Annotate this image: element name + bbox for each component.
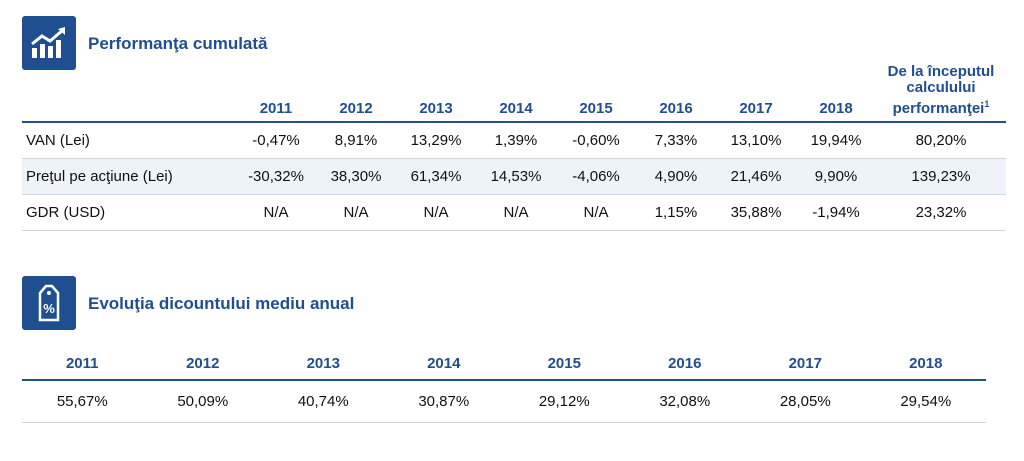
table-cell: 4,90% xyxy=(636,158,716,195)
table-cell: -4,06% xyxy=(556,158,636,195)
table-row: VAN (Lei) -0,47% 8,91% 13,29% 1,39% -0,6… xyxy=(22,122,1006,159)
annual-discount-title: Evoluţia dicountului mediu anual xyxy=(88,294,355,313)
table-cell: 38,30% xyxy=(316,158,396,195)
year-header: 2016 xyxy=(659,100,693,117)
table-cell: 50,09% xyxy=(142,380,263,423)
table-cell: 28,05% xyxy=(745,380,866,423)
table-cell: -1,94% xyxy=(796,194,876,231)
row-label-header xyxy=(22,64,236,122)
table-cell: N/A xyxy=(476,194,556,231)
year-header: 2014 xyxy=(499,100,533,117)
growth-chart-icon xyxy=(22,16,76,70)
table-cell: N/A xyxy=(316,194,396,231)
row-label: Preţul pe acţiune (Lei) xyxy=(22,158,236,195)
percent-tag-icon: % xyxy=(22,276,76,330)
year-header: 2015 xyxy=(547,355,581,372)
table-cell: 1,39% xyxy=(476,122,556,159)
table-cell: 7,33% xyxy=(636,122,716,159)
table-header-row: 2011 2012 2013 2014 2015 2016 2017 2018 xyxy=(22,348,986,380)
table-header-row: 2011 2012 2013 2014 2015 2016 2017 2018 … xyxy=(22,64,1006,122)
table-cell: -30,32% xyxy=(236,158,316,195)
table-cell: 35,88% xyxy=(716,194,796,231)
row-label: VAN (Lei) xyxy=(22,122,236,159)
year-header: 2017 xyxy=(739,100,773,117)
year-header: 2015 xyxy=(579,100,613,117)
table-cell: 19,94% xyxy=(796,122,876,159)
table-cell: 21,46% xyxy=(716,158,796,195)
cumulative-performance-table: 2011 2012 2013 2014 2015 2016 2017 2018 … xyxy=(22,64,1006,231)
year-header: 2013 xyxy=(419,100,453,117)
year-header: 2012 xyxy=(186,355,220,372)
annual-discount-table: 2011 2012 2013 2014 2015 2016 2017 2018 … xyxy=(22,348,986,423)
table-row: GDR (USD) N/A N/A N/A N/A N/A 1,15% 35,8… xyxy=(22,194,1006,231)
table-cell: 13,29% xyxy=(396,122,476,159)
year-header: 2013 xyxy=(306,355,340,372)
table-cell: N/A xyxy=(236,194,316,231)
year-header: 2011 xyxy=(259,100,293,117)
table-cell: N/A xyxy=(396,194,476,231)
year-header: 2014 xyxy=(427,355,461,372)
table-cell: 29,54% xyxy=(865,380,986,423)
year-header: 2018 xyxy=(819,100,853,117)
table-cell: 40,74% xyxy=(263,380,384,423)
table-cell: 13,10% xyxy=(716,122,796,159)
table-cell: N/A xyxy=(556,194,636,231)
row-label: GDR (USD) xyxy=(22,194,236,231)
table-cell: -0,60% xyxy=(556,122,636,159)
year-header: 2017 xyxy=(788,355,822,372)
table-cell: 14,53% xyxy=(476,158,556,195)
year-header: 2012 xyxy=(339,100,373,117)
since-inception-header: De la începutul calculului performanţei1 xyxy=(887,63,995,117)
cumulative-performance-title: Performanţa cumulată xyxy=(88,34,268,53)
table-cell: 30,87% xyxy=(383,380,504,423)
year-header: 2016 xyxy=(668,355,702,372)
table-cell: 32,08% xyxy=(624,380,745,423)
table-cell: 61,34% xyxy=(396,158,476,195)
table-cell: -0,47% xyxy=(236,122,316,159)
table-cell: 55,67% xyxy=(22,380,143,423)
since-inception-cell: 23,32% xyxy=(876,194,1006,231)
svg-text:%: % xyxy=(43,301,55,316)
table-cell: 8,91% xyxy=(316,122,396,159)
year-header: 2018 xyxy=(909,355,943,372)
table-cell: 9,90% xyxy=(796,158,876,195)
table-cell: 1,15% xyxy=(636,194,716,231)
table-cell: 29,12% xyxy=(504,380,625,423)
year-header: 2011 xyxy=(65,355,99,372)
table-row: 55,67% 50,09% 40,74% 30,87% 29,12% 32,08… xyxy=(22,380,986,423)
since-inception-cell: 80,20% xyxy=(876,122,1006,159)
table-row: Preţul pe acţiune (Lei) -30,32% 38,30% 6… xyxy=(22,158,1006,195)
since-inception-cell: 139,23% xyxy=(876,158,1006,195)
